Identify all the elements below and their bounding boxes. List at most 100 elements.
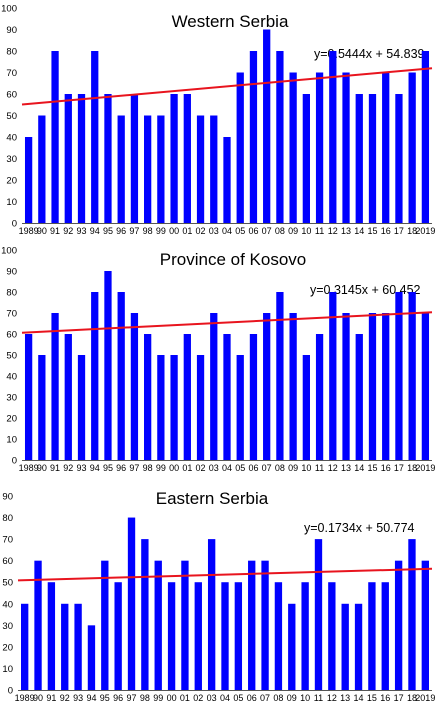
bar [196, 115, 205, 223]
y-tick-label: 80 [6, 47, 17, 58]
bar [130, 94, 139, 223]
x-tick-label: 91 [46, 693, 56, 703]
x-tick-label: 99 [153, 693, 163, 703]
bar [223, 137, 231, 223]
bar [21, 603, 29, 690]
x-tick-label: 06 [248, 463, 258, 473]
y-tick-label: 50 [6, 111, 17, 122]
trendline-equation: y=0.5444x + 54.839 [314, 47, 425, 61]
bar [144, 334, 152, 460]
x-tick-label: 17 [394, 463, 404, 473]
x-tick-label: 92 [63, 226, 73, 236]
x-tick-label: 14 [354, 463, 364, 473]
x-tick-label: 91 [50, 226, 60, 236]
bar [104, 94, 112, 223]
x-tick-label: 10 [300, 693, 310, 703]
x-tick-label: 92 [60, 693, 70, 703]
chart-svg: Province of Kosovo y=0.3145x + 60.452 01… [1, 246, 435, 474]
x-tick-label: 07 [262, 226, 272, 236]
bar [183, 334, 191, 460]
bar [382, 72, 390, 223]
y-tick-label: 80 [6, 288, 17, 299]
bar [315, 72, 324, 223]
bar [329, 51, 337, 223]
x-tick-label: 96 [116, 226, 126, 236]
y-tick-label: 50 [2, 578, 13, 589]
bar [248, 560, 256, 690]
bar [157, 115, 165, 223]
bar [249, 334, 258, 460]
bar [301, 582, 309, 690]
bar [91, 51, 99, 223]
x-tick-label: 95 [103, 463, 113, 473]
bar [249, 51, 258, 223]
y-tick-label: 20 [6, 414, 17, 425]
bar [288, 603, 296, 690]
bar [263, 29, 271, 223]
trend-line [21, 67, 433, 106]
bar [207, 539, 216, 690]
x-tick-label: 2019 [415, 226, 435, 236]
chart-svg: Western Serbia y=0.5444x + 54.839 010203… [1, 4, 435, 237]
y-tick-label: 60 [6, 330, 17, 341]
bar [261, 560, 269, 690]
bar [394, 560, 403, 690]
bar [355, 94, 363, 223]
chart-title: Western Serbia [172, 12, 289, 31]
x-tick-label: 09 [288, 463, 298, 473]
y-tick-label: 20 [6, 176, 17, 187]
chart-title: Province of Kosovo [160, 250, 306, 269]
x-tick-label: 09 [287, 693, 297, 703]
bar [144, 115, 152, 223]
bar [263, 313, 271, 460]
bar [24, 334, 33, 460]
x-tick-label: 06 [247, 693, 257, 703]
bar [170, 94, 178, 223]
y-tick-label: 10 [2, 664, 13, 675]
x-tick-label: 96 [113, 693, 123, 703]
y-tick-label: 60 [2, 556, 13, 567]
bar [64, 334, 72, 460]
bar [328, 582, 336, 690]
y-tick-label: 100 [1, 246, 17, 257]
x-tick-label: 03 [209, 463, 219, 473]
bar [408, 539, 416, 690]
x-tick-label: 95 [103, 226, 113, 236]
bar [194, 582, 202, 690]
x-tick-label: 05 [235, 226, 245, 236]
x-tick-label: 11 [315, 463, 324, 473]
bar [368, 94, 377, 223]
bar [342, 72, 350, 223]
x-tick-label: 01 [180, 693, 190, 703]
chart-svg: Eastern Serbia y=0.1734x + 50.774 010203… [2, 489, 435, 703]
bar [354, 603, 363, 690]
y-tick-label: 10 [6, 197, 17, 208]
bar [302, 355, 310, 460]
x-tick-label: 05 [233, 693, 243, 703]
x-tick-label: 11 [315, 226, 324, 236]
x-tick-label: 1989 [15, 693, 35, 703]
bar [24, 137, 33, 223]
bar [167, 582, 176, 690]
bar [302, 94, 310, 223]
bar [87, 625, 96, 690]
bar [170, 355, 178, 460]
x-tick-label: 16 [381, 463, 391, 473]
x-tick-label: 08 [273, 693, 283, 703]
x-tick-label: 91 [50, 463, 60, 473]
trendline-equation: y=0.1734x + 50.774 [304, 521, 415, 535]
x-tick-label: 96 [116, 463, 126, 473]
trendline-equation: y=0.3145x + 60.452 [310, 283, 421, 297]
y-tick-label: 90 [6, 267, 17, 278]
bar [51, 313, 59, 460]
bar [289, 72, 297, 223]
y-tick-label: 80 [2, 513, 13, 524]
bar [210, 313, 218, 460]
bar [154, 560, 162, 690]
bar [114, 582, 122, 690]
bar [421, 51, 430, 223]
x-tick-label: 17 [394, 693, 404, 703]
x-tick-label: 07 [260, 693, 270, 703]
x-tick-label: 17 [394, 226, 404, 236]
